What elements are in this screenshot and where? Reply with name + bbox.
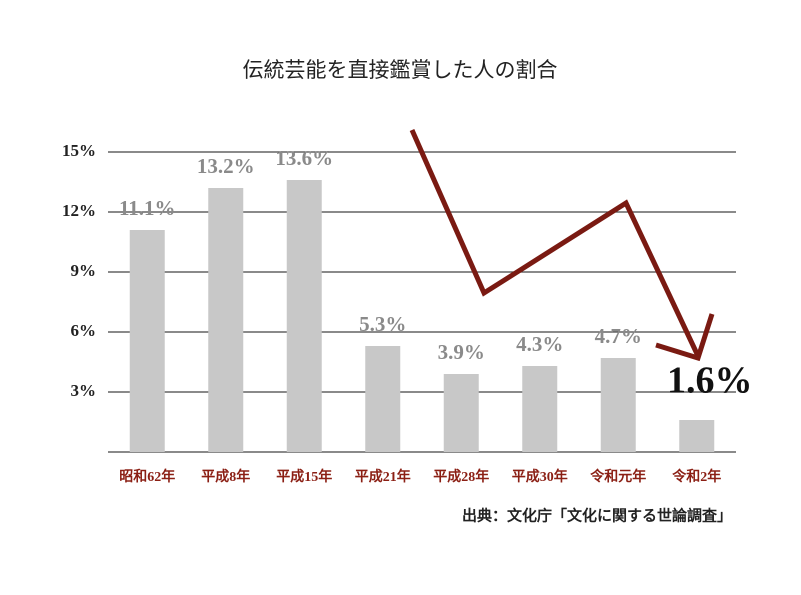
- value-label: 13.2%: [197, 154, 255, 178]
- bar: [286, 180, 322, 452]
- x-tick-label: 昭和62年: [119, 468, 175, 485]
- x-tick-label: 平成8年: [201, 468, 250, 485]
- bar: [600, 358, 636, 452]
- value-label: 13.6%: [275, 146, 333, 170]
- bar: [208, 188, 244, 452]
- value-label: 11.1%: [119, 196, 176, 220]
- y-tick-label: 9%: [71, 261, 97, 280]
- bar: [522, 366, 558, 452]
- bar: [679, 420, 715, 452]
- x-tick-label: 平成28年: [433, 468, 489, 485]
- x-tick-label: 平成30年: [512, 468, 568, 485]
- bar: [365, 346, 401, 452]
- value-label: 3.9%: [438, 340, 485, 364]
- arrow-head: [655, 313, 715, 362]
- y-tick-label: 6%: [71, 321, 97, 340]
- plot-area: 3% 6% 9% 12% 15% 昭和62年 11.1% 平成8年 13.2% 平成15年 13.6…: [62, 141, 753, 485]
- value-label: 5.3%: [359, 312, 406, 336]
- value-label: 4.3%: [516, 332, 563, 356]
- x-tick-label: 平成21年: [355, 468, 411, 485]
- y-tick-label: 15%: [62, 141, 96, 160]
- value-label: 4.7%: [595, 324, 642, 348]
- x-tick-label: 令和元年: [589, 468, 646, 485]
- trend-arrow: [409, 128, 715, 362]
- x-tick-label: 平成15年: [276, 468, 332, 485]
- bar: [443, 374, 479, 452]
- value-label: 1.6%: [667, 360, 753, 402]
- y-tick-label: 3%: [71, 381, 97, 400]
- chart-title: 伝統芸能を直接鑑賞した人の割合: [243, 58, 558, 82]
- arrow-line: [409, 128, 701, 358]
- bar: [129, 230, 165, 452]
- y-tick-label: 12%: [62, 201, 96, 220]
- x-tick-label: 令和2年: [671, 468, 721, 485]
- source-note: 出典：文化庁「文化に関する世論調査」: [462, 506, 732, 524]
